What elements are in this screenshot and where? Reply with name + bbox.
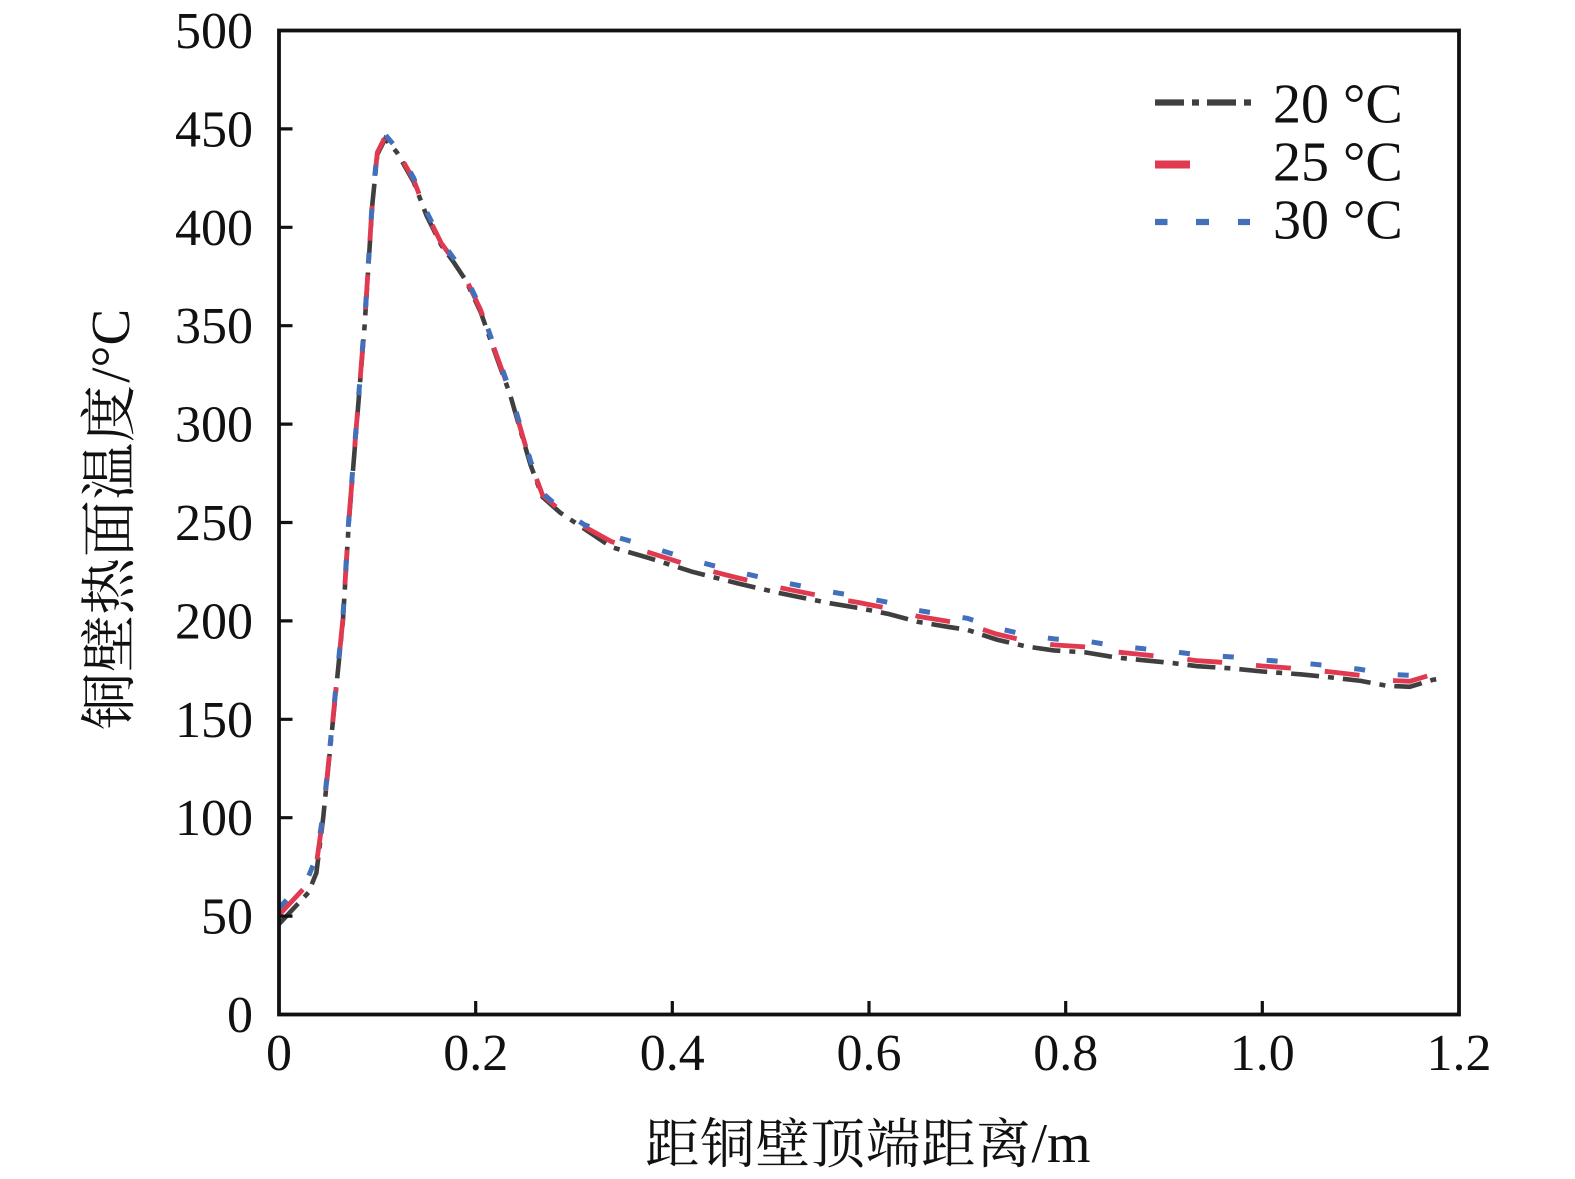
svg-text:500: 500 (175, 3, 253, 60)
svg-text:1.2: 1.2 (1427, 1025, 1492, 1082)
svg-text:100: 100 (175, 790, 253, 847)
svg-text:/°C: /°C (80, 309, 141, 383)
svg-text:/m: /m (1032, 1113, 1091, 1175)
svg-text:400: 400 (175, 200, 253, 257)
svg-text:150: 150 (175, 692, 253, 749)
svg-text:0: 0 (266, 1025, 292, 1082)
svg-text:0.2: 0.2 (443, 1025, 508, 1082)
svg-text:250: 250 (175, 495, 253, 552)
svg-text:1.0: 1.0 (1230, 1025, 1295, 1082)
svg-text:50: 50 (201, 889, 253, 946)
svg-text:25 °C: 25 °C (1273, 132, 1403, 194)
svg-text:200: 200 (175, 593, 253, 650)
svg-text:0.6: 0.6 (837, 1025, 902, 1082)
svg-text:300: 300 (175, 397, 253, 454)
svg-text:350: 350 (175, 298, 253, 355)
svg-text:30 °C: 30 °C (1273, 190, 1403, 252)
svg-text:450: 450 (175, 101, 253, 158)
svg-text:0.4: 0.4 (640, 1025, 705, 1082)
svg-text:0.8: 0.8 (1033, 1025, 1098, 1082)
svg-text:20 °C: 20 °C (1273, 74, 1403, 136)
svg-text:0: 0 (227, 987, 253, 1044)
